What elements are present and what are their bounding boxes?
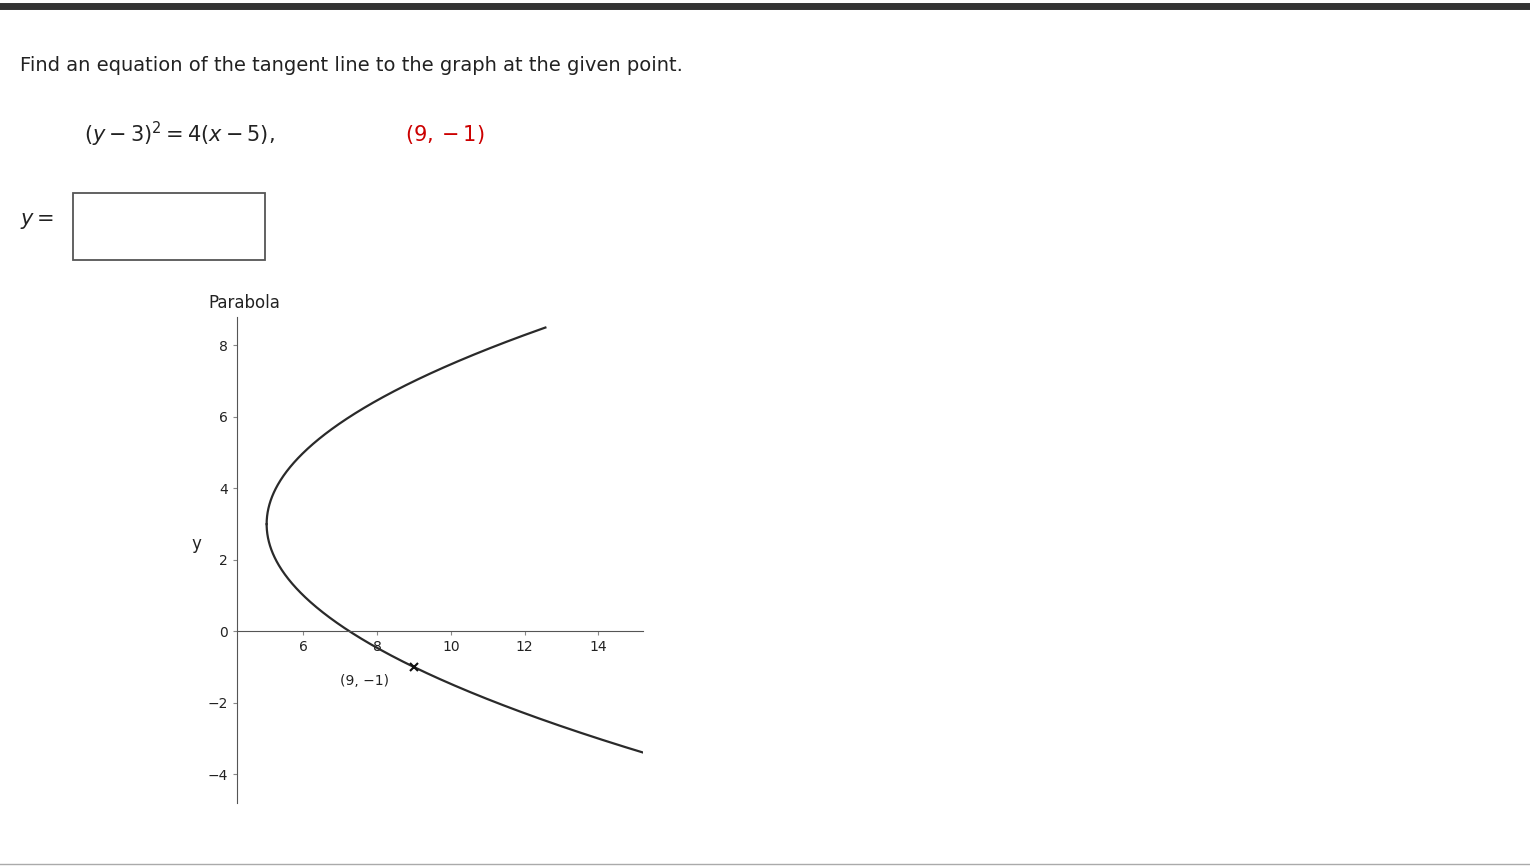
- Text: Parabola: Parabola: [208, 294, 280, 312]
- Y-axis label: y: y: [191, 535, 202, 553]
- Text: $y =$: $y =$: [20, 211, 54, 232]
- Text: $(y - 3)^2 = 4(x - 5),$: $(y - 3)^2 = 4(x - 5),$: [84, 120, 275, 149]
- Text: $(9, -1)$: $(9, -1)$: [405, 123, 485, 146]
- Text: (9, −1): (9, −1): [340, 674, 389, 688]
- FancyBboxPatch shape: [73, 193, 265, 260]
- Text: Find an equation of the tangent line to the graph at the given point.: Find an equation of the tangent line to …: [20, 56, 682, 75]
